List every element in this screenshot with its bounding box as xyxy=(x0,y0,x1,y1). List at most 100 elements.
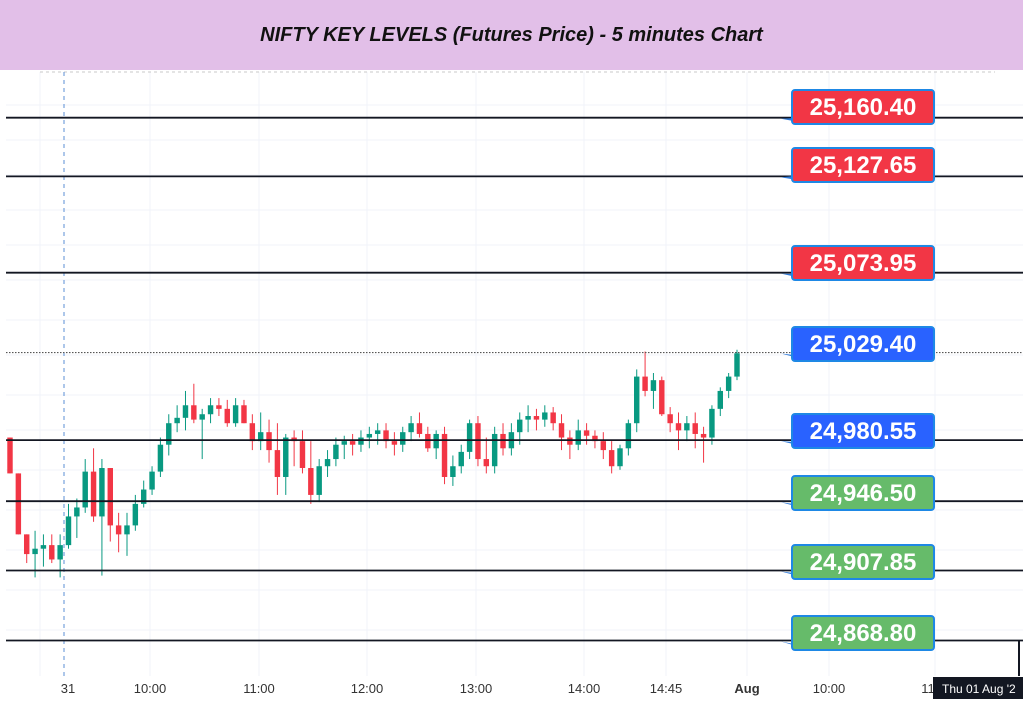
candle-body xyxy=(140,489,147,504)
candle-body xyxy=(533,416,540,420)
candle-body xyxy=(400,432,406,445)
x-axis-tick-label: 31 xyxy=(61,681,75,696)
candle-body xyxy=(725,376,732,391)
level-badge[interactable] xyxy=(791,245,935,281)
level-badge[interactable] xyxy=(791,475,935,511)
candle-body xyxy=(550,412,556,424)
candle-body xyxy=(475,423,481,460)
candle-body xyxy=(166,423,172,445)
candle-body xyxy=(734,353,740,377)
candle-body xyxy=(366,433,373,438)
candle-body xyxy=(132,503,139,526)
candle-body xyxy=(199,414,205,420)
crosshair-time-label-box xyxy=(933,677,1023,699)
candle-body xyxy=(232,405,239,424)
level-badge-label: 25,127.65 xyxy=(810,152,917,179)
candle-body xyxy=(349,441,356,445)
candle-body xyxy=(274,450,281,477)
candle-body xyxy=(525,416,531,420)
candle-body xyxy=(684,423,690,431)
candle-body xyxy=(99,468,105,517)
candle-body xyxy=(82,471,88,508)
candle-body xyxy=(517,419,523,433)
candle-body xyxy=(333,444,339,460)
candle-body xyxy=(324,459,331,467)
candle-body xyxy=(341,441,347,445)
candle-body xyxy=(583,430,590,436)
candle-body xyxy=(433,433,439,449)
candle-body xyxy=(249,423,256,442)
candle-body xyxy=(450,466,456,477)
level-badge[interactable] xyxy=(791,89,935,125)
crosshair-time-label: Thu 01 Aug '2 xyxy=(942,682,1016,696)
candle-body xyxy=(107,468,113,526)
candle-body xyxy=(675,423,682,431)
candle-body xyxy=(374,430,381,434)
candle-body xyxy=(416,423,423,434)
candle-body xyxy=(458,451,464,467)
candle-body xyxy=(617,448,623,467)
candle-body xyxy=(592,435,598,442)
candle-body xyxy=(224,408,230,424)
candle-body xyxy=(692,423,698,434)
level-badge-label: 25,160.40 xyxy=(810,94,917,121)
candle-body xyxy=(383,430,389,442)
candle-body xyxy=(90,471,97,517)
candle-body xyxy=(709,408,715,438)
candle-body xyxy=(425,433,431,449)
candle-body xyxy=(174,417,180,424)
candle-body xyxy=(241,405,247,424)
candle-body xyxy=(600,441,607,451)
candle-body xyxy=(642,376,648,391)
candle-body xyxy=(408,423,414,433)
x-axis-tick-label: 11 xyxy=(921,681,935,696)
x-axis-tick-label: 13:00 xyxy=(460,681,493,696)
candle-body xyxy=(316,466,322,495)
candle-body xyxy=(625,423,632,449)
x-axis-tick-label: 12:00 xyxy=(351,681,384,696)
candle-body xyxy=(149,471,155,490)
candle-body xyxy=(191,405,197,420)
candle-body xyxy=(667,414,673,424)
level-badge-label: 25,073.95 xyxy=(810,250,917,277)
level-badge-label: 24,907.85 xyxy=(810,549,917,576)
level-badge-label: 25,029.40 xyxy=(810,331,917,358)
candle-body xyxy=(483,459,490,467)
candle-body xyxy=(216,405,222,409)
candle-body xyxy=(358,437,364,445)
candle-body xyxy=(500,433,506,449)
chart-title-bar: NIFTY KEY LEVELS (Futures Price) - 5 min… xyxy=(0,0,1023,70)
x-axis-tick-label: 11:00 xyxy=(243,681,275,696)
candle-body xyxy=(57,545,63,560)
candle-body xyxy=(466,423,473,452)
level-badge[interactable] xyxy=(791,147,935,183)
candle-body xyxy=(441,433,448,477)
candle-body xyxy=(40,545,47,549)
x-axis-tick-label: 10:00 xyxy=(813,681,846,696)
candle-body xyxy=(283,437,289,477)
candle-body xyxy=(391,441,398,445)
candle-body xyxy=(299,441,306,469)
candle-body xyxy=(266,432,272,451)
candle-body xyxy=(308,468,314,495)
chart-title: NIFTY KEY LEVELS (Futures Price) - 5 min… xyxy=(260,23,763,46)
candle-body xyxy=(7,437,13,474)
candle-body xyxy=(124,525,130,535)
x-axis-tick-label: 14:45 xyxy=(650,681,683,696)
candle-body xyxy=(558,423,565,438)
level-badge[interactable] xyxy=(791,413,935,449)
x-axis-tick-label: 10:00 xyxy=(134,681,167,696)
level-badge[interactable] xyxy=(791,615,935,651)
candle-body xyxy=(717,390,724,409)
candle-body xyxy=(23,534,30,555)
candle-body xyxy=(207,405,214,415)
level-badge-label: 24,980.55 xyxy=(810,418,917,445)
x-axis-tick-label: 14:00 xyxy=(568,681,601,696)
level-badge-label: 24,868.80 xyxy=(810,620,917,647)
level-badge[interactable] xyxy=(791,544,935,580)
x-axis-tick-label: Aug xyxy=(734,681,759,696)
candle-body xyxy=(650,380,657,391)
level-badge[interactable] xyxy=(791,326,935,362)
candle-body xyxy=(634,376,640,424)
